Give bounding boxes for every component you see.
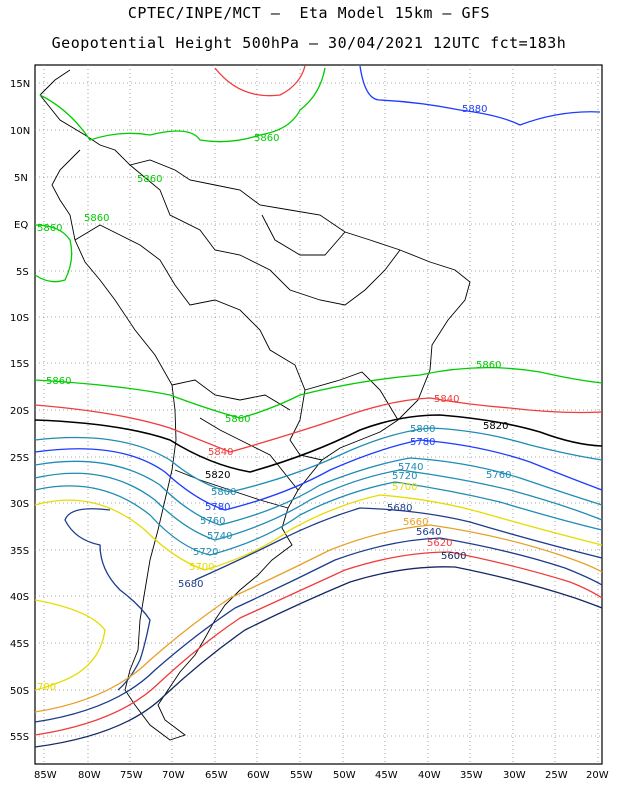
contour-5680-west <box>64 508 151 691</box>
contour-5620 <box>34 551 603 736</box>
contour-label: 5880 <box>462 104 487 115</box>
contour-label: 5620 <box>427 538 452 549</box>
contour-label: 5640 <box>416 527 441 538</box>
contour-label: 5860 <box>476 360 501 371</box>
contour-5720 <box>34 481 603 556</box>
lat-label: 5S <box>16 267 29 278</box>
contour-label: 5780 <box>410 437 435 448</box>
contour-label: 5860 <box>84 213 109 224</box>
lat-label: 40S <box>10 592 29 603</box>
map-subtitle: Geopotential Height 500hPa – 30/04/2021 … <box>51 34 567 52</box>
contour-5680-east <box>194 507 603 581</box>
contour-label: 5860 <box>225 414 250 425</box>
lon-label: 85W <box>34 770 57 781</box>
contour-label: 700 <box>37 682 56 693</box>
contour-5740 <box>34 469 603 541</box>
lat-label: 5N <box>14 173 28 184</box>
lon-label: 75W <box>120 770 143 781</box>
lon-label: 55W <box>290 770 313 781</box>
lon-label: 20W <box>586 770 609 781</box>
lat-label: 25S <box>10 453 29 464</box>
lat-label: EQ <box>14 220 28 231</box>
lon-label: 35W <box>460 770 483 781</box>
contour-label: 5760 <box>200 516 225 527</box>
lon-label: 70W <box>162 770 185 781</box>
contour-5640 <box>34 537 603 723</box>
contour-labels: 5880 5860 5860 5860 5860 5860 5860 5860 … <box>37 104 511 693</box>
lon-label: 45W <box>375 770 398 781</box>
contour-label: 5820 <box>205 470 230 481</box>
lon-label: 60W <box>247 770 270 781</box>
lat-label: 10S <box>10 313 29 324</box>
contour-label: 5600 <box>441 551 466 562</box>
lon-label: 30W <box>503 770 526 781</box>
contour-5660 <box>34 524 603 713</box>
lat-label: 45S <box>10 639 29 650</box>
contour-label: 5740 <box>398 462 423 473</box>
lat-label: 30S <box>10 499 29 510</box>
latitude-labels: 15N 10N 5N EQ 5S 10S 15S 20S 25S 30S 35S… <box>10 79 30 743</box>
contour-label: 5680 <box>387 503 412 514</box>
contour-label: 5860 <box>37 223 62 234</box>
contour-5800 <box>34 427 603 493</box>
contour-label: 5840 <box>434 394 459 405</box>
lon-label: 25W <box>545 770 568 781</box>
contour-5860-north <box>39 67 326 143</box>
contour-label: 5860 <box>254 133 279 144</box>
contour-label: 5860 <box>46 376 71 387</box>
lat-label: 10N <box>10 126 30 137</box>
contour-label: 5840 <box>208 447 233 458</box>
lon-label: 40W <box>418 770 441 781</box>
lat-label: 15S <box>10 359 29 370</box>
contour-label: 5680 <box>178 579 203 590</box>
contour-5760 <box>34 457 603 526</box>
contour-5700 <box>34 494 603 571</box>
lat-label: 50S <box>10 686 29 697</box>
contour-label: 5660 <box>403 517 428 528</box>
contour-label: 5700 <box>392 482 417 493</box>
lat-label: 15N <box>10 79 30 90</box>
lon-label: 50W <box>333 770 356 781</box>
lon-label: 65W <box>205 770 228 781</box>
contour-5780 <box>34 439 603 511</box>
contour-5880 <box>359 65 601 126</box>
lon-label: 80W <box>78 770 101 781</box>
map-title: CPTEC/INPE/MCT – Eta Model 15km – GFS <box>127 4 491 22</box>
contour-label: 5780 <box>205 502 230 513</box>
contour-label: 5740 <box>207 531 232 542</box>
height-contours <box>34 65 603 748</box>
lat-label: 55S <box>10 732 29 743</box>
contour-label: 5860 <box>137 174 162 185</box>
contour-label: 5800 <box>410 424 435 435</box>
coastline <box>39 69 471 741</box>
contour-label: 5820 <box>483 421 508 432</box>
contour-5900 <box>214 65 306 97</box>
contour-label: 5800 <box>211 487 236 498</box>
contour-5700-west <box>34 599 106 691</box>
lat-label: 35S <box>10 546 29 557</box>
contour-5840 <box>34 397 603 453</box>
contour-label: 5700 <box>189 562 214 573</box>
contour-label: 5760 <box>486 470 511 481</box>
map-frame <box>34 64 603 765</box>
contour-5860-west <box>34 224 73 283</box>
contour-5860-south <box>34 367 603 419</box>
lat-label: 20S <box>10 406 29 417</box>
contour-5820 <box>34 414 603 473</box>
graticule <box>35 65 602 764</box>
contour-label: 5720 <box>193 547 218 558</box>
contour-5600 <box>34 566 603 748</box>
longitude-labels: 85W 80W 75W 70W 65W 60W 55W 50W 45W 40W … <box>34 770 609 781</box>
contour-label: 5720 <box>392 471 417 482</box>
